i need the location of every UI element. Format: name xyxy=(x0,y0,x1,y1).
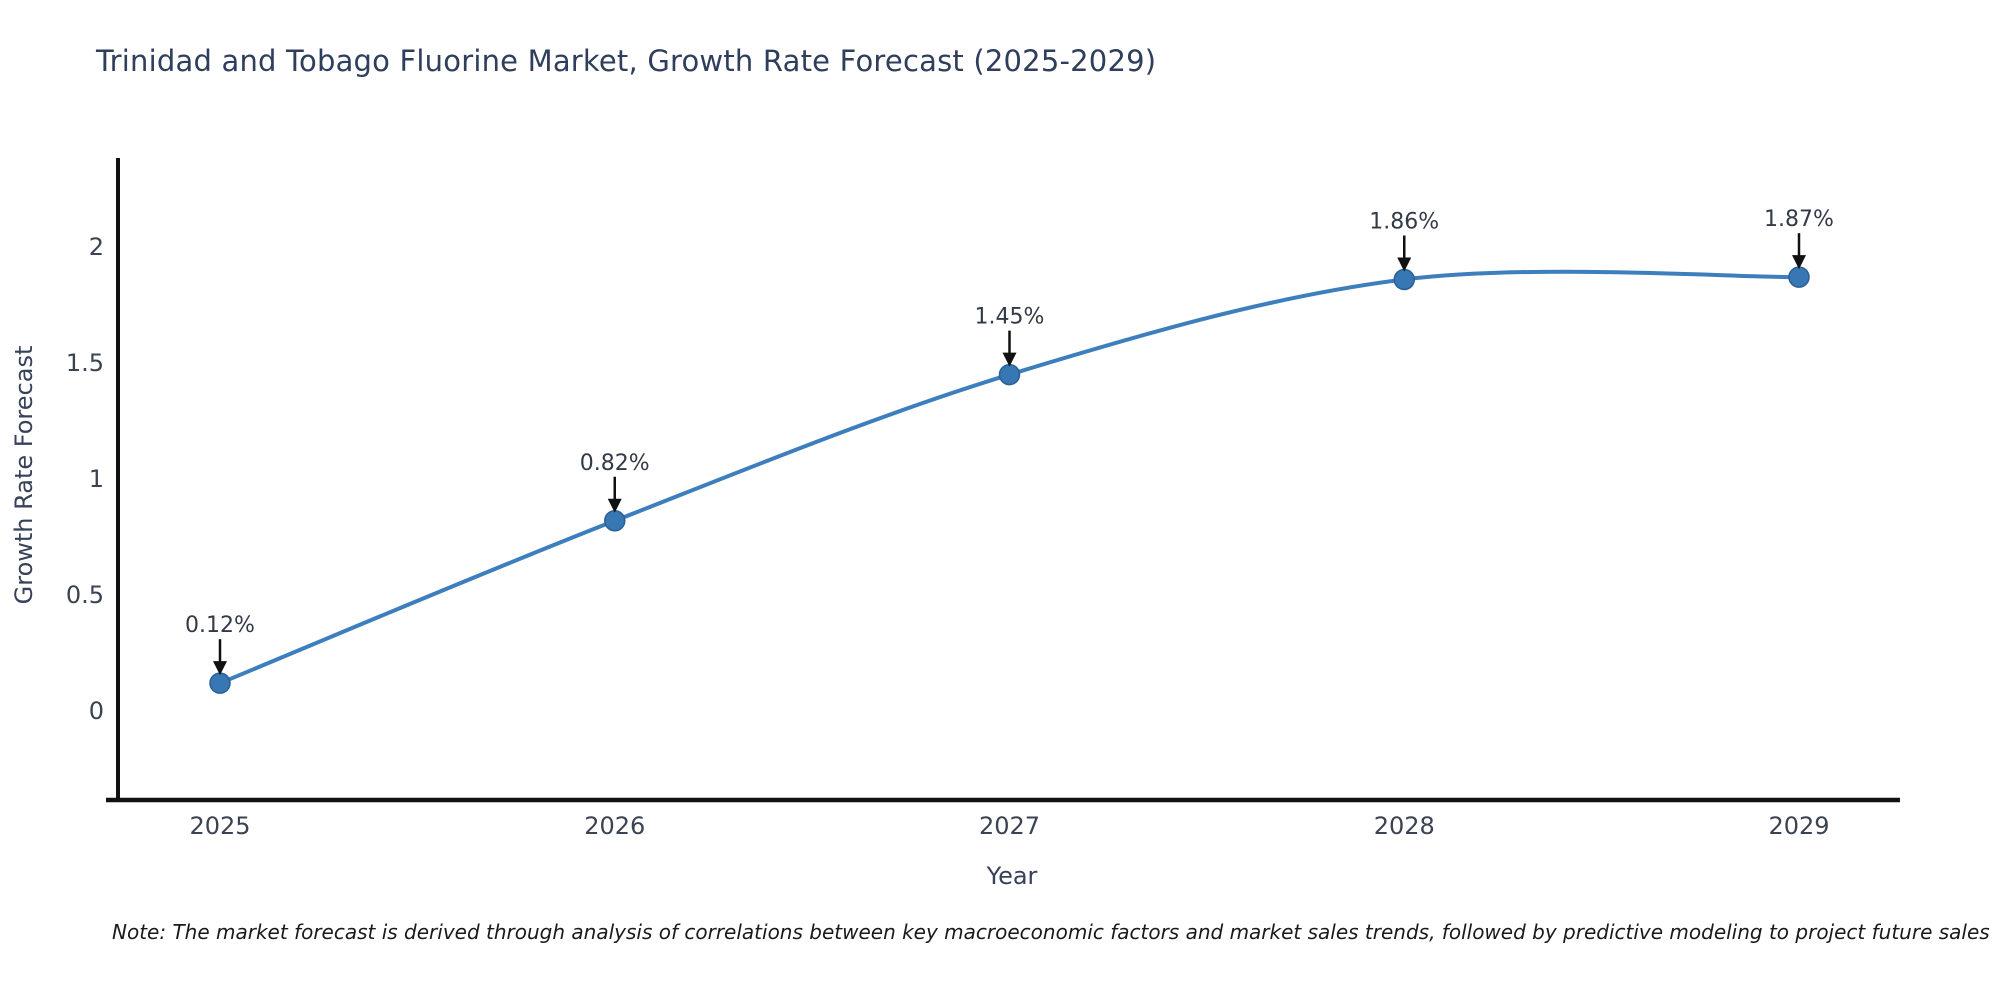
data-point-marker xyxy=(998,363,1021,386)
y-tick-label: 0.5 xyxy=(66,581,104,609)
x-axis-ticks: 2025 2026 2027 2028 2029 xyxy=(189,812,1829,840)
data-point-marker xyxy=(209,672,231,694)
point-annotation: 1.45% xyxy=(975,305,1045,367)
point-annotation: 1.87% xyxy=(1764,207,1834,270)
y-axis-ticks: 0 0.5 1 1.5 2 xyxy=(66,233,104,725)
y-tick-label: 2 xyxy=(89,233,104,261)
x-tick-label: 2029 xyxy=(1768,812,1829,840)
footnote: Note: The market forecast is derived thr… xyxy=(112,920,1990,944)
annotation-arrowhead-icon xyxy=(1397,257,1412,272)
data-series xyxy=(209,266,1810,694)
x-tick-label: 2028 xyxy=(1374,812,1435,840)
axes xyxy=(106,158,1900,803)
data-point-marker xyxy=(604,510,626,532)
point-annotation: 1.86% xyxy=(1369,209,1439,272)
point-annotation: 0.12% xyxy=(185,613,255,676)
y-tick-label: 1 xyxy=(89,465,104,493)
annotation-arrowhead-icon xyxy=(213,661,227,676)
data-point-marker xyxy=(1393,268,1415,291)
point-value-label: 0.82% xyxy=(580,451,650,476)
x-tick-label: 2027 xyxy=(979,812,1040,840)
point-annotations: 0.12% 0.82% 1.45% 1.86% 1.87% xyxy=(185,207,1834,676)
annotation-arrowhead-icon xyxy=(1792,255,1806,270)
x-tick-label: 2025 xyxy=(189,812,250,840)
x-tick-label: 2026 xyxy=(584,812,645,840)
chart-title: Trinidad and Tobago Fluorine Market, Gro… xyxy=(96,44,1157,78)
point-value-label: 1.45% xyxy=(975,305,1045,330)
point-value-label: 1.86% xyxy=(1369,209,1439,234)
annotation-arrowhead-icon xyxy=(607,498,622,513)
data-point-marker xyxy=(1788,266,1810,288)
point-value-label: 0.12% xyxy=(185,613,255,638)
y-tick-label: 1.5 xyxy=(66,349,104,377)
y-tick-label: 0 xyxy=(89,697,104,725)
x-axis-title: Year xyxy=(986,862,1038,890)
point-value-label: 1.87% xyxy=(1764,207,1834,232)
annotation-arrowhead-icon xyxy=(1002,352,1017,367)
y-axis-title: Growth Rate Forecast xyxy=(10,346,38,605)
point-annotation: 0.82% xyxy=(580,451,650,513)
